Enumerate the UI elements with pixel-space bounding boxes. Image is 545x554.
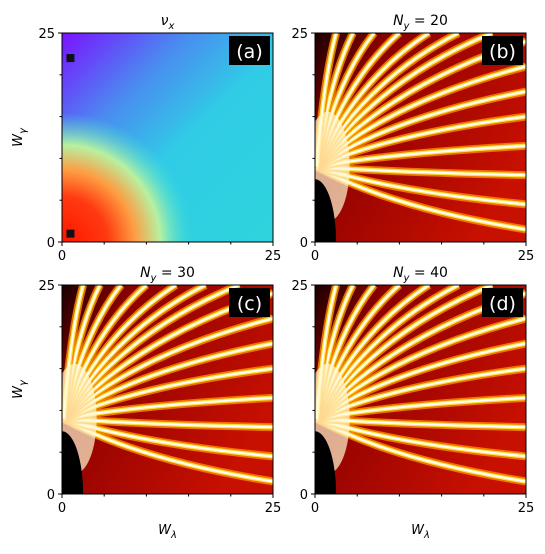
x-tick-label: 0 (311, 501, 319, 516)
panel-title-main: N (393, 13, 404, 29)
y-axis-label-main: W (11, 133, 26, 147)
panel-label-box (229, 36, 270, 65)
x-tick-label: 25 (518, 249, 535, 264)
y-tick-label: 25 (291, 27, 308, 42)
y-tick-label: 0 (47, 488, 55, 503)
x-axis-label-sub: λ (423, 530, 430, 541)
panel-title-main: N (140, 265, 151, 281)
panel-title: νx (161, 13, 175, 32)
panel-title-main: ν (161, 13, 169, 29)
x-axis-label-sub: λ (170, 530, 177, 541)
marker (66, 229, 75, 238)
y-axis-label: Wγ (11, 127, 29, 147)
marker (66, 54, 75, 63)
y-tick-label: 0 (47, 236, 55, 251)
plot-frame (61, 32, 274, 243)
panel-label-box (482, 36, 523, 65)
panel-title-rest: = 40 (409, 265, 447, 281)
panel-title: Ny = 40 (393, 265, 448, 284)
x-axis-label: Wλ (411, 523, 430, 541)
y-axis-label-sub: γ (18, 127, 29, 134)
panel-title: Ny = 20 (393, 13, 448, 32)
panel-title-sub: x (167, 21, 174, 32)
panel-title-sub: y (403, 273, 411, 284)
plot-frame (314, 32, 527, 243)
panel: 0 25 0 25 Ny = 20 (b) (291, 13, 535, 264)
y-tick-label: 0 (300, 488, 308, 503)
x-tick-label: 0 (311, 249, 319, 264)
plot-frame (314, 284, 527, 495)
panel: 0 25 0 25 νx (a) Wγ (11, 13, 281, 264)
heatmap (62, 285, 273, 494)
x-tick-label: 0 (58, 249, 66, 264)
dark-region (315, 179, 337, 242)
dark-region (315, 431, 337, 494)
x-axis-label: Wλ (158, 523, 177, 541)
panel-label-box (482, 288, 523, 317)
y-axis-label: Wγ (11, 379, 29, 399)
panel-label: (c) (237, 293, 262, 315)
plot-frame (61, 284, 274, 495)
dark-region (62, 431, 84, 494)
panel-label-box (229, 288, 270, 317)
heatmap (315, 33, 526, 242)
x-tick-label: 25 (518, 501, 535, 516)
panel-title: Ny = 30 (140, 265, 195, 284)
panel-title-rest: = 20 (409, 13, 447, 29)
y-axis-label-sub: γ (18, 379, 29, 386)
panel: 0 25 0 25 Ny = 40 (d) Wλ (291, 265, 535, 541)
y-tick-label: 25 (38, 27, 55, 42)
heatmap (62, 33, 273, 242)
panel-title-sub: y (150, 273, 158, 284)
x-axis-label-main: W (158, 523, 172, 538)
y-tick-label: 0 (300, 236, 308, 251)
panel-title-sub: y (403, 21, 411, 32)
heatmap-field (62, 33, 273, 242)
y-tick-label: 25 (291, 279, 308, 294)
panel-title-rest: = 30 (156, 265, 194, 281)
panel-label: (d) (489, 293, 516, 315)
panel-label: (a) (236, 41, 262, 63)
x-axis-label-main: W (411, 523, 425, 538)
x-tick-label: 25 (265, 501, 282, 516)
y-tick-label: 25 (38, 279, 55, 294)
x-tick-label: 0 (58, 501, 66, 516)
x-tick-label: 25 (265, 249, 282, 264)
panel-title-main: N (393, 265, 404, 281)
heatmap (315, 285, 526, 494)
panel-label: (b) (489, 41, 516, 63)
y-axis-label-main: W (11, 385, 26, 399)
